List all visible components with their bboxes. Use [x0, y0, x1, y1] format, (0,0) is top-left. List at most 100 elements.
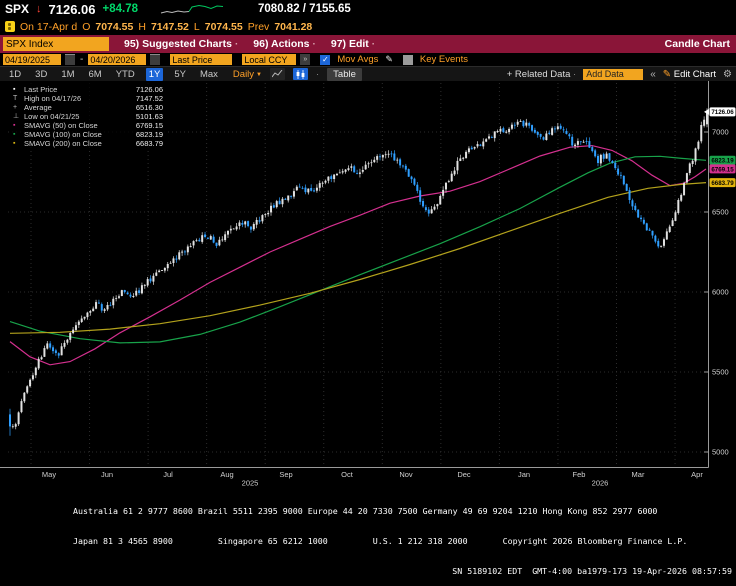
gear-icon[interactable]: ⚙ — [723, 68, 732, 80]
mov-avgs-label: Mov Avgs — [337, 54, 379, 65]
mov-avgs-checkbox[interactable]: ✓ — [320, 54, 331, 65]
edit-chart-button[interactable]: ✎ Edit Chart — [662, 68, 717, 80]
low-label: L — [193, 20, 200, 33]
currency-dropdown-icon[interactable]: » — [300, 54, 311, 65]
open-label: O — [82, 20, 91, 33]
dropdown-dot-icon: · — [312, 39, 316, 50]
svg-text:Jun: Jun — [101, 470, 113, 479]
period-1d[interactable]: 1D — [9, 68, 22, 80]
svg-text:6769.15: 6769.15 — [711, 166, 734, 173]
high-value: 7147.52 — [150, 20, 189, 33]
menu-actions[interactable]: 96) Actions · — [253, 38, 316, 50]
period-ytd[interactable]: YTD — [115, 68, 135, 80]
period-5y[interactable]: 5Y — [174, 68, 186, 80]
right-tools: + Related Data · « ✎ Edit Chart ⚙ — [506, 68, 736, 80]
svg-text:5000: 5000 — [712, 448, 729, 457]
calendar-icon[interactable] — [65, 54, 75, 65]
svg-text:5500: 5500 — [712, 368, 729, 377]
period-6m[interactable]: 6M — [88, 68, 102, 80]
legend-row: ▪ Last Price 7126.06 — [13, 85, 163, 94]
ticker-symbol: SPX — [5, 2, 30, 16]
svg-text:Jul: Jul — [163, 470, 173, 479]
price-change: +84.78 — [102, 3, 139, 15]
range-controls: - » ✓ Mov Avgs ✎ Key Events — [0, 53, 736, 66]
svg-text:Jan: Jan — [518, 470, 530, 479]
legend-row: ⊥ Low on 04/21/25 5101.63 — [13, 112, 163, 121]
smavg200-marker-icon: ▪ — [13, 140, 16, 147]
svg-text:Nov: Nov — [399, 470, 413, 479]
period-3d[interactable]: 3D — [35, 68, 48, 80]
period-1m[interactable]: 1M — [61, 68, 75, 80]
price-down-arrow-icon: ↓ — [36, 3, 42, 15]
svg-text:2025: 2025 — [242, 479, 259, 488]
dropdown-dot-icon: · — [234, 39, 239, 50]
menu-suggested-charts[interactable]: 95) Suggested Charts · — [124, 38, 239, 50]
average-marker-icon: + — [13, 104, 18, 111]
high-label: H — [138, 20, 146, 33]
add-data-input[interactable] — [583, 68, 644, 80]
svg-text:Aug: Aug — [220, 470, 233, 479]
terminal-footer: Australia 61 2 9777 8600 Brazil 5511 239… — [0, 486, 736, 586]
svg-text:Apr: Apr — [691, 470, 703, 479]
price-source-input[interactable] — [170, 54, 233, 65]
toolbar-dot-icon: · — [316, 68, 320, 80]
svg-text:6823.19: 6823.19 — [711, 158, 734, 165]
svg-text:May: May — [42, 470, 56, 479]
alert-icon — [5, 21, 15, 32]
smavg-200-line — [9, 182, 707, 334]
frequency-dropdown[interactable]: Daily ▼ — [232, 68, 262, 80]
pencil-icon: ✎ — [662, 68, 672, 80]
svg-text:7000: 7000 — [712, 128, 729, 137]
day-range: 7080.82 / 7155.65 — [258, 3, 351, 15]
date-from-input[interactable] — [3, 54, 61, 65]
smavg-100-line — [9, 155, 707, 344]
menu-bar: 95) Suggested Charts· 96) Actions· 97) E… — [0, 35, 736, 53]
legend-row: ▪ SMAVG (200) on Close 6683.79 — [13, 139, 163, 148]
date-to-input[interactable] — [88, 54, 147, 65]
calendar-icon[interactable] — [150, 54, 161, 65]
dropdown-dot-icon: · — [371, 39, 376, 50]
price-chart[interactable]: 7000 6500 6000 5500 5000 May Jun Jul Aug Sep Oct No… — [0, 0, 736, 529]
footer-phone-line2: Japan 81 3 4565 8900 Singapore 65 6212 1… — [73, 536, 688, 546]
svg-text:Dec: Dec — [457, 470, 471, 479]
key-events-checkbox[interactable] — [402, 54, 413, 65]
legend-row: T High on 04/17/26 7147.52 — [13, 94, 163, 103]
collapse-panel-icon[interactable]: « — [650, 68, 656, 80]
svg-text:7126.06: 7126.06 — [711, 109, 734, 116]
line-chart-icon[interactable] — [270, 68, 285, 80]
footer-session-info: SN 5189102 EDT GMT-4:00 ba1979-173 19-Ap… — [452, 566, 732, 576]
legend-row: ▪ SMAVG (100) on Close 6823.19 — [13, 130, 163, 139]
mov-avgs-edit-icon[interactable]: ✎ — [385, 54, 393, 64]
svg-text:Sep: Sep — [279, 470, 292, 479]
svg-text:2026: 2026 — [592, 479, 609, 488]
prev-value: 7041.28 — [274, 20, 313, 33]
legend-row: ▪ SMAVG (50) on Close 6769.15 — [13, 121, 163, 130]
chevron-down-icon: ▼ — [256, 71, 262, 78]
smavg-50-line — [9, 144, 707, 366]
chart-legend: ▪ Last Price 7126.06 T High on 04/17/26 7147… — [10, 83, 166, 150]
prev-label: Prev — [247, 20, 270, 33]
date-range-dash: - — [80, 54, 84, 65]
open-value: 7074.55 — [95, 20, 134, 33]
last-price: 7126.06 — [48, 1, 96, 17]
candle-chart-icon[interactable] — [293, 68, 308, 80]
chart-type-title: Candle Chart — [664, 38, 730, 50]
currency-input[interactable] — [242, 54, 297, 65]
period-max[interactable]: Max — [199, 68, 218, 80]
svg-text:6000: 6000 — [712, 288, 729, 297]
security-input[interactable] — [3, 37, 109, 51]
quote-header: SPX ↓ 7126.06 +84.78 7080.82 / 7155.65 — [0, 0, 736, 18]
related-data-button[interactable]: + Related Data · — [506, 68, 577, 80]
key-events-label: Key Events — [419, 54, 468, 65]
low-value: 7074.55 — [204, 20, 243, 33]
menu-edit[interactable]: 97) Edit · — [330, 38, 376, 50]
period-1y[interactable]: 1Y — [145, 67, 164, 81]
table-button[interactable]: Table — [327, 67, 362, 81]
chart-toolbar: 1D 3D 1M 6M YTD 1Y 5Y Max Daily ▼ · Table… — [0, 66, 736, 81]
svg-text:Mar: Mar — [632, 470, 645, 479]
svg-text:Oct: Oct — [341, 470, 354, 479]
svg-text:Feb: Feb — [573, 470, 586, 479]
footer-phone-line1: Australia 61 2 9777 8600 Brazil 5511 239… — [73, 506, 658, 516]
session-line: On 17-Apr d O 7074.55 H 7147.52 L 7074.5… — [0, 18, 736, 35]
